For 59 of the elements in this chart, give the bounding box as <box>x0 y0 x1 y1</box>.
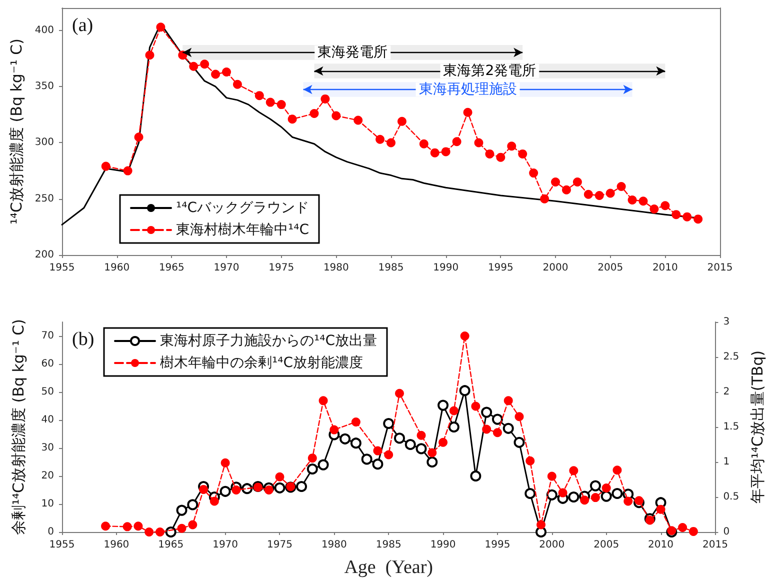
x-tick-label: 2000 <box>542 262 568 274</box>
y2-axis-title: 年平均¹⁴C放出量(TBq) <box>748 350 766 504</box>
x-tick-label: 1980 <box>321 540 347 550</box>
y-tick-label: 30 <box>41 442 54 454</box>
x-tick-label: 1960 <box>104 262 130 274</box>
legend-label: 東海村原子力施設からの¹⁴C放出量 <box>160 333 377 349</box>
x-axis-title: Age (Year) <box>344 557 434 578</box>
y-tick-label: 250 <box>34 193 54 204</box>
band-label: 東海第2発電所 <box>443 62 536 79</box>
annotation: (b) <box>72 329 94 350</box>
x-tick-label: 1975 <box>268 262 294 274</box>
y2-tick-label: 3 <box>723 316 730 328</box>
y-tick-label: 350 <box>34 81 54 92</box>
y2-tick-label: 1.5 <box>723 422 740 432</box>
x-tick-label: 1990 <box>433 262 459 274</box>
x-tick-label: 2015 <box>707 262 733 274</box>
x-tick-label: 2015 <box>702 540 728 550</box>
x-tick-label: 2005 <box>598 262 624 274</box>
x-tick-label: 1990 <box>430 540 456 550</box>
x-tick-label: 2005 <box>594 540 620 550</box>
x-tick-label: 2010 <box>652 262 678 274</box>
y-tick-label: 70 <box>41 330 54 342</box>
y-tick-label: 10 <box>41 498 54 510</box>
x-tick-label: 1970 <box>212 540 238 550</box>
y-tick-label: 300 <box>34 137 54 148</box>
legend-label: 樹木年輪中の余剰¹⁴C放射能濃度 <box>160 355 363 371</box>
x-tick-label: 1965 <box>158 262 184 274</box>
legend-label: ¹⁴Cバックグラウンド <box>176 200 309 216</box>
x-tick-label: 1955 <box>49 540 75 550</box>
y2-tick-label: 2.5 <box>723 352 740 362</box>
y-tick-label: 40 <box>41 414 54 426</box>
band-label: 東海発電所 <box>318 44 388 60</box>
x-tick-label: 1985 <box>378 262 404 274</box>
band-label: 東海再処理施設 <box>418 82 517 98</box>
y2-tick-label: 0.5 <box>723 492 740 502</box>
x-tick-label: 1980 <box>323 262 349 274</box>
x-tick-label: 1955 <box>49 262 75 274</box>
y-tick-label: 20 <box>41 470 54 482</box>
y2-tick-label: 0 <box>723 526 730 538</box>
x-tick-label: 2000 <box>539 540 565 550</box>
y-tick-label: 60 <box>41 358 54 370</box>
x-tick-label: 1970 <box>214 262 240 274</box>
x-tick-label: 1965 <box>158 540 184 550</box>
y-axis-title: 余剰¹⁴C放射能濃度 (Bq kg⁻¹ C) <box>10 319 28 535</box>
y-tick-label: 400 <box>34 24 54 36</box>
x-tick-label: 1960 <box>104 540 130 550</box>
y-tick-label: 50 <box>41 386 54 398</box>
y-tick-label: 200 <box>34 250 54 260</box>
y-axis-title: ¹⁴C放射能濃度 (Bq kg⁻¹ C) <box>8 38 26 224</box>
x-tick-label: 1975 <box>267 540 292 550</box>
y-tick-label: 0 <box>48 526 54 538</box>
legend-label: 東海村樹木年輪中¹⁴C <box>176 222 310 238</box>
x-tick-label: 1995 <box>488 262 514 274</box>
x-tick-label: 1995 <box>484 540 510 550</box>
y2-tick-label: 2 <box>723 386 730 398</box>
annotation: (a) <box>72 15 94 36</box>
x-tick-label: 2010 <box>648 540 674 550</box>
y2-tick-label: 1 <box>723 456 730 468</box>
x-tick-label: 1985 <box>376 540 402 550</box>
